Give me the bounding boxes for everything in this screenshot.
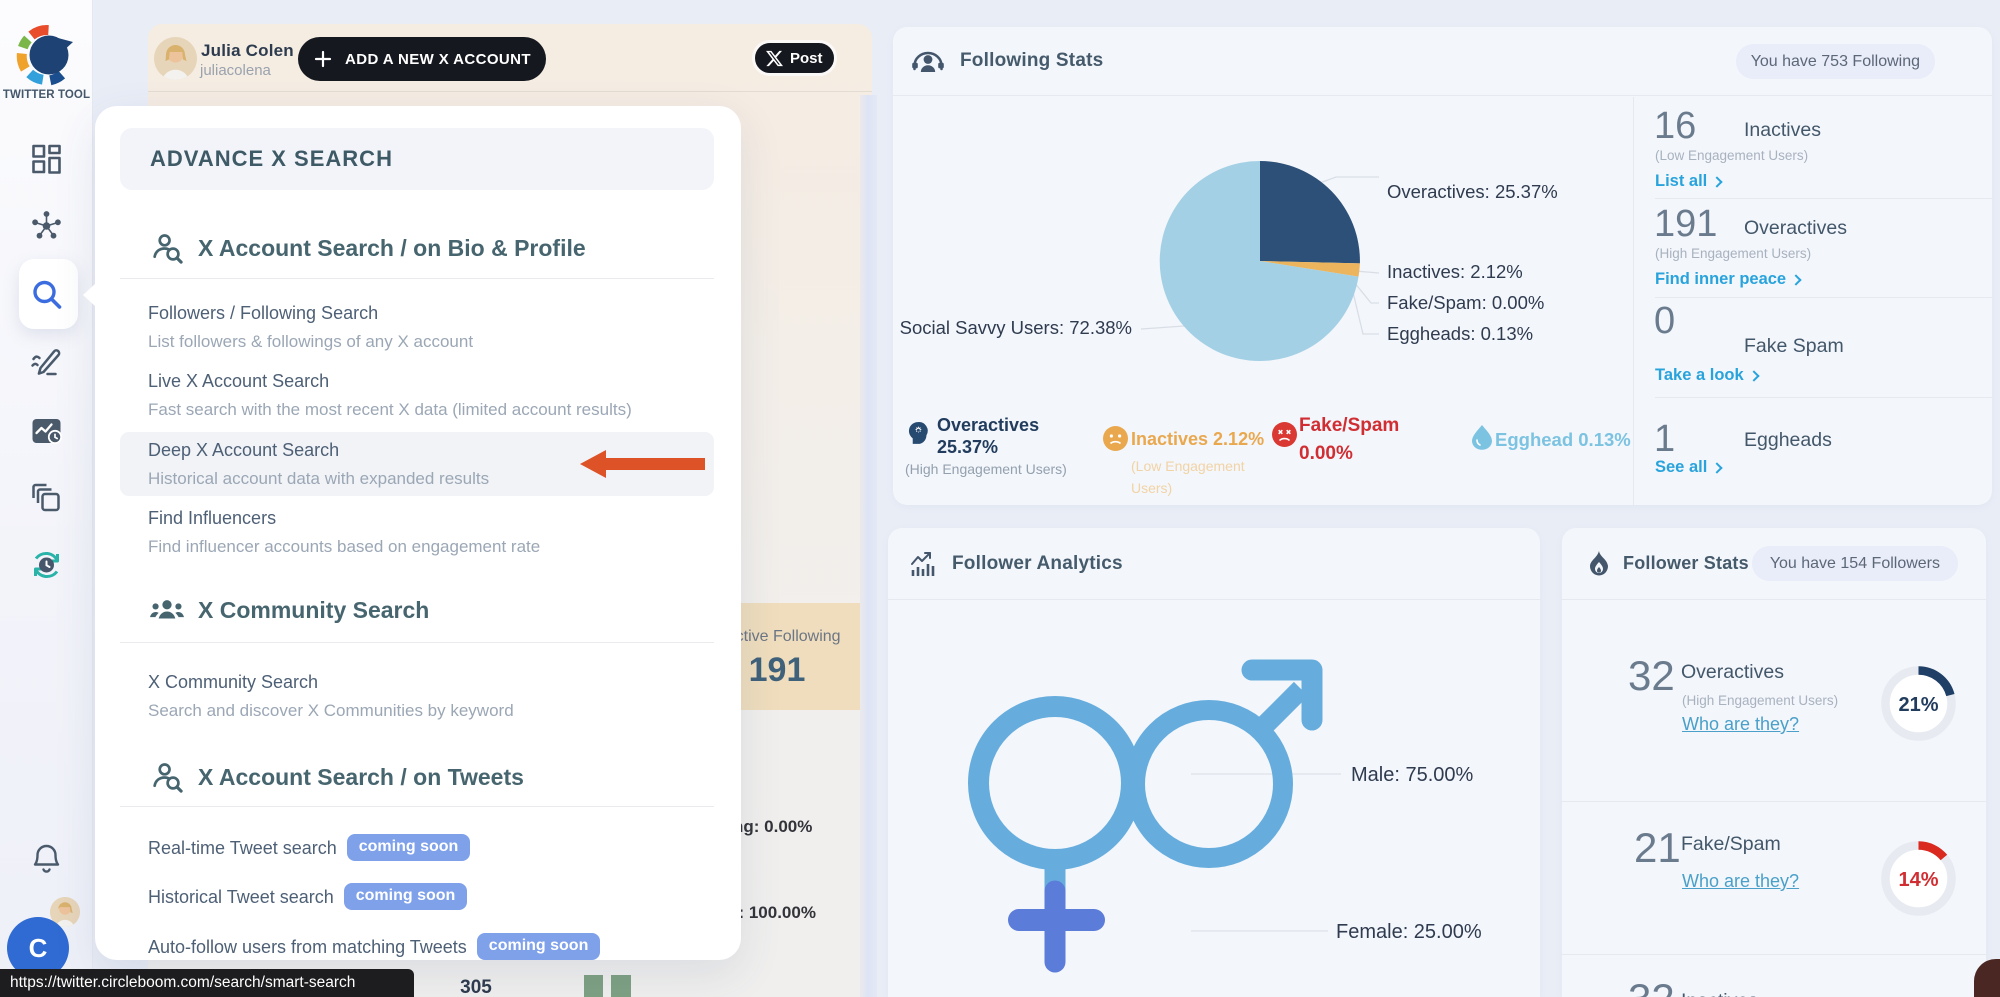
svg-text:14%: 14% [1898,869,1938,891]
svg-text:Fake/Spam: 0.00%: Fake/Spam: 0.00% [1387,292,1544,313]
svg-text:Female: 25.00%: Female: 25.00% [1336,921,1482,943]
svg-text:Eggheads: 0.13%: Eggheads: 0.13% [1387,323,1533,344]
svg-text:21%: 21% [1898,694,1938,716]
svg-text:Male: 75.00%: Male: 75.00% [1351,764,1474,786]
svg-text:Inactives: 2.12%: Inactives: 2.12% [1387,261,1523,282]
svg-text:Social Savvy Users: 72.38%: Social Savvy Users: 72.38% [900,317,1132,338]
svg-text:Overactives: 25.37%: Overactives: 25.37% [1387,181,1558,202]
